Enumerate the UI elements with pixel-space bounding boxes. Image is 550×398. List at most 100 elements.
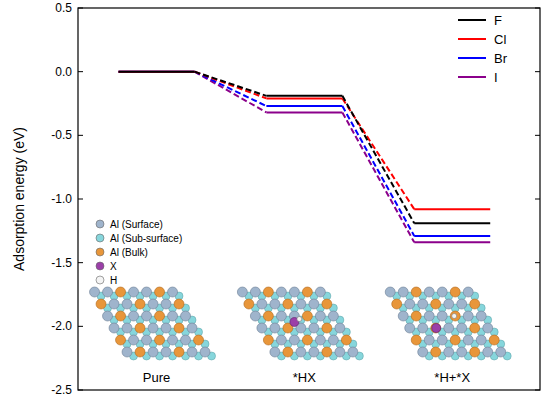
atom-bulk xyxy=(263,335,273,345)
category-label: *H+*X xyxy=(434,370,470,385)
plot-frame xyxy=(78,8,540,390)
atom-surface xyxy=(168,311,178,321)
atom-surface xyxy=(398,311,408,321)
atom-surface xyxy=(129,287,139,297)
energy-level xyxy=(414,208,490,210)
atom-surface xyxy=(398,287,408,297)
atom-surface xyxy=(309,323,319,333)
atom-surface xyxy=(250,287,260,297)
atom-surface xyxy=(142,311,152,321)
annotation-marker xyxy=(96,220,104,228)
atom-bulk xyxy=(174,299,184,309)
atom-surface xyxy=(457,347,467,357)
marks xyxy=(119,72,491,243)
annotation-marker xyxy=(96,262,104,270)
atom-bulk xyxy=(470,347,480,357)
atom-surface xyxy=(424,335,434,345)
annotation: Al (Sub-surface) xyxy=(110,233,182,244)
y-tick xyxy=(535,326,540,327)
category-label: Pure xyxy=(143,370,170,385)
atom-surface xyxy=(457,299,467,309)
atom-surface xyxy=(348,347,358,357)
atom-bulk xyxy=(135,299,145,309)
connector xyxy=(195,72,267,106)
atom-h xyxy=(452,314,457,319)
y-tick xyxy=(535,262,540,263)
atom-bulk xyxy=(116,311,126,321)
atom-surface xyxy=(315,287,325,297)
connector xyxy=(195,72,267,113)
atom-surface xyxy=(309,299,319,309)
atom-bulk xyxy=(431,347,441,357)
atom-surface xyxy=(444,299,454,309)
y-tick xyxy=(78,71,83,72)
atom-surface xyxy=(328,311,338,321)
atom-surface xyxy=(103,287,113,297)
atom-surface xyxy=(496,347,506,357)
atom-surface xyxy=(142,335,152,345)
atom-bulk xyxy=(116,335,126,345)
energy-level xyxy=(266,105,342,107)
atom-bulk xyxy=(263,311,273,321)
series xyxy=(119,72,491,243)
atom-bulk xyxy=(450,311,460,321)
atom-surface xyxy=(476,335,486,345)
atom-bulk xyxy=(244,299,254,309)
atom-surface xyxy=(187,347,197,357)
atom-surface xyxy=(483,347,493,357)
atom-surface xyxy=(142,287,152,297)
y-tick-label: -2.0 xyxy=(51,319,72,333)
atom-surface xyxy=(476,311,486,321)
atom-bulk xyxy=(194,335,204,345)
atom-surface xyxy=(328,335,338,345)
atom-surface xyxy=(405,323,415,333)
atom-surface xyxy=(424,287,434,297)
y-tick-label: -0.5 xyxy=(51,128,72,142)
atom-bulk xyxy=(302,335,312,345)
atom-surface xyxy=(437,335,447,345)
atom-surface xyxy=(257,299,267,309)
atom-bulk xyxy=(322,323,332,333)
y-tick xyxy=(535,8,540,9)
atom-surface xyxy=(315,311,325,321)
atom-x xyxy=(432,324,441,333)
y-tick-label: -2.5 xyxy=(51,383,72,397)
energy-level xyxy=(119,71,195,73)
atom-bulk xyxy=(450,287,460,297)
atom-surface xyxy=(418,347,428,357)
atom-surface xyxy=(148,323,158,333)
y-tick-label: 0.0 xyxy=(55,65,72,79)
atom-bulk xyxy=(322,299,332,309)
atom-bulk xyxy=(392,299,402,309)
atom-bulk xyxy=(174,347,184,357)
energy-level xyxy=(119,71,195,73)
legend-label: F xyxy=(494,13,502,28)
chart: -2.5-2.0-1.5-1.0-0.50.00.5Adsorption ene… xyxy=(0,0,550,398)
y-tick xyxy=(78,390,83,391)
atom-bulk xyxy=(135,323,145,333)
annotation: H xyxy=(110,275,117,286)
atom-bulk xyxy=(263,287,273,297)
atom-surface xyxy=(161,323,171,333)
atom-surface xyxy=(289,287,299,297)
legend-line xyxy=(458,57,486,59)
legend-line xyxy=(458,19,486,21)
atom-surface xyxy=(463,311,473,321)
atom-surface xyxy=(405,299,415,309)
atom-bulk xyxy=(302,311,312,321)
connector xyxy=(195,72,267,99)
y-axis-label: Adsorption energy (eV) xyxy=(11,127,27,271)
energy-level xyxy=(414,222,490,224)
atom-surface xyxy=(315,335,325,345)
atom-surface xyxy=(335,347,345,357)
atom-surface xyxy=(276,287,286,297)
atom-surface xyxy=(103,311,113,321)
connector xyxy=(342,106,414,236)
atom-surface xyxy=(270,323,280,333)
atom-bulk xyxy=(489,335,499,345)
energy-level xyxy=(414,235,490,237)
atom-surface xyxy=(296,347,306,357)
atom-surface xyxy=(122,347,132,357)
atom-surface xyxy=(309,347,319,357)
atom-surface xyxy=(276,311,286,321)
